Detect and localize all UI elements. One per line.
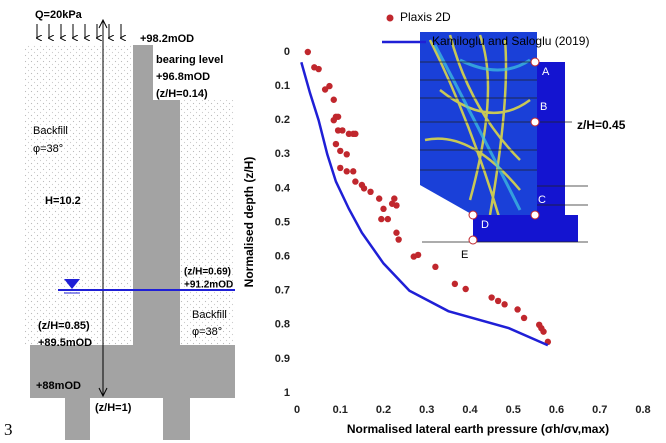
data-point — [322, 86, 328, 92]
page: Q=20kPa +98.2mOD bearing level +96.8mOD … — [0, 0, 666, 443]
data-point — [376, 195, 382, 201]
data-point — [378, 216, 384, 222]
data-point — [432, 264, 438, 270]
legend-label: Plaxis 2D — [400, 10, 451, 24]
y-tick-label: 0.5 — [275, 216, 290, 228]
data-point — [344, 151, 350, 157]
legend-swatch — [387, 15, 394, 22]
data-point — [335, 114, 341, 120]
x-tick-label: 0.4 — [462, 404, 478, 416]
data-point — [495, 298, 501, 304]
label: (z/H=0.69) — [184, 267, 231, 278]
x-tick-label: 0 — [294, 404, 300, 416]
data-point — [540, 328, 546, 334]
x-tick-label: 0.7 — [592, 404, 607, 416]
x-tick-label: 0.1 — [333, 404, 348, 416]
level: +88mOD — [36, 380, 81, 392]
y-tick-label: 0.7 — [275, 285, 290, 297]
data-point — [335, 127, 341, 133]
level: +91.2mOD — [184, 280, 233, 291]
data-point — [352, 131, 358, 137]
annotation: z/H=0.45 — [577, 118, 626, 132]
point-label: C — [538, 194, 546, 206]
data-point — [488, 294, 494, 300]
point-label: A — [542, 66, 550, 78]
point-label: E — [461, 249, 468, 261]
figure: Q=20kPa +98.2mOD bearing level +96.8mOD … — [0, 0, 666, 443]
data-point — [344, 168, 350, 174]
figure-number: 3 — [4, 420, 13, 439]
data-point — [385, 216, 391, 222]
label: φ=38° — [192, 326, 222, 338]
x-tick-label: 0.6 — [549, 404, 564, 416]
y-tick-label: 0.8 — [275, 319, 290, 331]
data-point — [361, 185, 367, 191]
label: (z/H=0.14) — [156, 88, 208, 100]
point-label: B — [540, 101, 547, 113]
data-point — [380, 206, 386, 212]
x-tick-label: 0.8 — [635, 404, 650, 416]
load-arrows — [37, 24, 121, 38]
data-point — [521, 315, 527, 321]
level: +89.5mOD — [38, 337, 92, 349]
x-tick-label: 0.5 — [506, 404, 521, 416]
data-point — [452, 281, 458, 287]
label: (z/H=0.85) — [38, 320, 90, 332]
level: +98.2mOD — [140, 33, 194, 45]
data-point — [367, 189, 373, 195]
x-axis-label: Normalised lateral earth pressure (σh/σv… — [347, 422, 609, 436]
label: (z/H=1) — [95, 402, 132, 414]
data-point — [389, 201, 395, 207]
data-point — [337, 148, 343, 154]
data-point — [415, 252, 421, 258]
y-tick-label: 0.2 — [275, 114, 290, 126]
data-point — [501, 301, 507, 307]
y-tick-label: 0 — [284, 46, 290, 58]
data-point — [393, 230, 399, 236]
x-tick-label: 0.2 — [376, 404, 391, 416]
y-tick-label: 0.3 — [275, 148, 290, 160]
wall-diagram: Q=20kPa +98.2mOD bearing level +96.8mOD … — [4, 9, 235, 440]
label: bearing level — [156, 54, 223, 66]
legend-label: Kamiloglu and Saloglu (2019) — [432, 34, 589, 48]
y-axis-label: Normalised depth (z/H) — [242, 157, 256, 288]
point-label: D — [481, 219, 489, 231]
data-point — [462, 286, 468, 292]
data-point — [331, 97, 337, 103]
data-point — [395, 236, 401, 242]
y-tick-label: 0.4 — [275, 182, 291, 194]
data-point — [352, 178, 358, 184]
inset: A B C D E z/H=0.45 — [420, 32, 626, 261]
label: Backfill — [33, 125, 68, 137]
y-tick-label: 0.9 — [275, 353, 290, 365]
label: Backfill — [192, 309, 227, 321]
data-point — [315, 66, 321, 72]
load: Q=20kPa — [35, 9, 83, 21]
x-tick-label: 0.3 — [419, 404, 434, 416]
data-point — [350, 168, 356, 174]
data-point — [333, 141, 339, 147]
y-tick-label: 1 — [284, 387, 290, 399]
y-tick-label: 0.1 — [275, 80, 290, 92]
data-point — [337, 165, 343, 171]
level: +96.8mOD — [156, 71, 210, 83]
label: φ=38° — [33, 143, 63, 155]
label: H=10.2 — [45, 195, 81, 207]
y-tick-label: 0.6 — [275, 251, 290, 263]
data-point — [514, 306, 520, 312]
data-point — [305, 49, 311, 55]
